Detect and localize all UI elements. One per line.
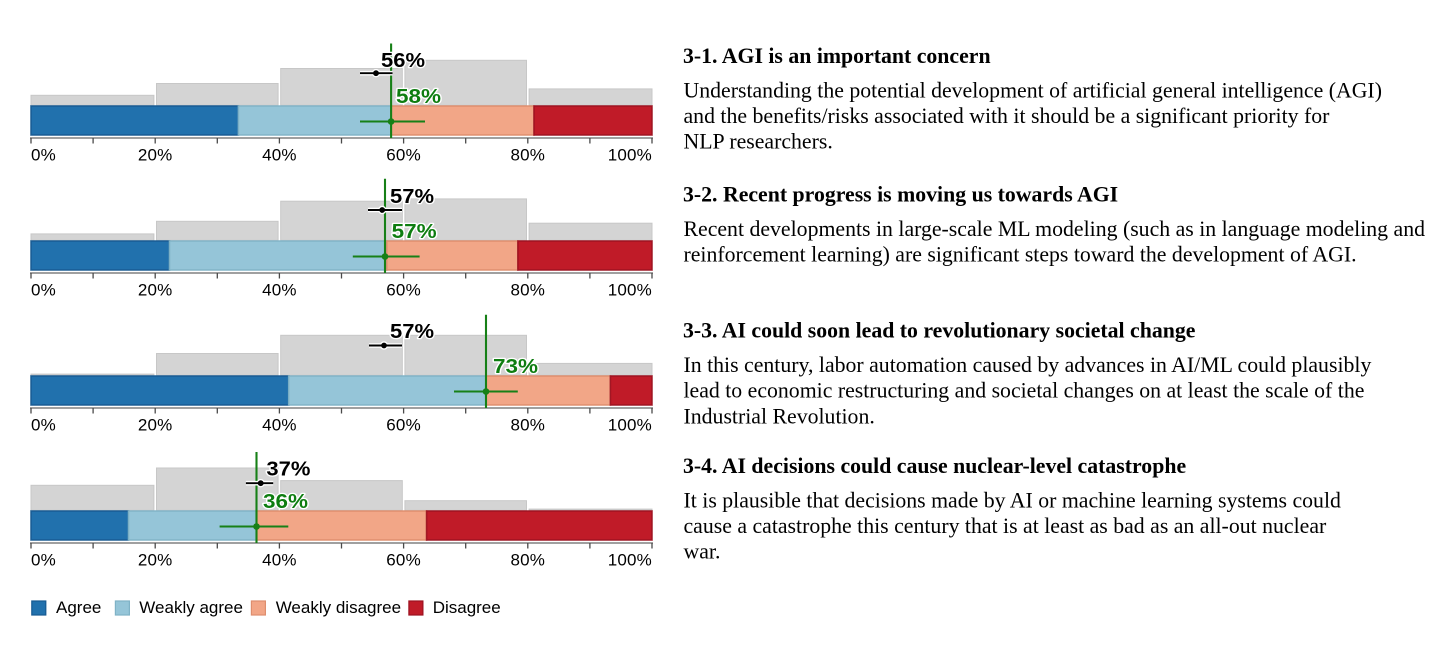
svg-text:100%: 100% bbox=[608, 281, 652, 300]
svg-text:Agree: Agree bbox=[56, 598, 101, 617]
svg-text:60%: 60% bbox=[386, 551, 421, 570]
svg-text:73%: 73% bbox=[493, 356, 538, 378]
svg-text:58%: 58% bbox=[396, 86, 441, 108]
svg-text:20%: 20% bbox=[138, 146, 173, 165]
svg-text:56%: 56% bbox=[381, 50, 425, 72]
svg-text:40%: 40% bbox=[262, 281, 297, 300]
svg-text:3-1. AGI is an important conce: 3-1. AGI is an important concern bbox=[683, 44, 991, 68]
svg-text:lead to economic restructuring: lead to economic restructuring and socie… bbox=[684, 379, 1365, 403]
svg-text:40%: 40% bbox=[262, 551, 297, 570]
svg-text:0%: 0% bbox=[31, 416, 56, 435]
svg-text:100%: 100% bbox=[608, 416, 652, 435]
svg-text:20%: 20% bbox=[138, 416, 173, 435]
svg-text:20%: 20% bbox=[138, 281, 173, 300]
svg-text:reinforcement learning) are si: reinforcement learning) are significant … bbox=[684, 243, 1357, 267]
svg-text:60%: 60% bbox=[386, 281, 421, 300]
svg-text:Weakly disagree: Weakly disagree bbox=[276, 598, 401, 617]
svg-text:80%: 80% bbox=[510, 551, 545, 570]
svg-text:Weakly agree: Weakly agree bbox=[139, 598, 243, 617]
svg-text:0%: 0% bbox=[31, 551, 56, 570]
svg-text:57%: 57% bbox=[390, 186, 434, 208]
svg-text:NLP researchers.: NLP researchers. bbox=[684, 130, 833, 154]
svg-text:3-3. AI could soon lead to rev: 3-3. AI could soon lead to revolutionary… bbox=[683, 319, 1196, 343]
svg-text:It is plausible that decisions: It is plausible that decisions made by A… bbox=[684, 488, 1341, 512]
svg-text:Industrial Revolution.: Industrial Revolution. bbox=[684, 404, 875, 428]
svg-text:Disagree: Disagree bbox=[433, 598, 501, 617]
svg-text:Recent developments in large-s: Recent developments in large-scale ML mo… bbox=[684, 217, 1426, 241]
svg-text:0%: 0% bbox=[31, 146, 56, 165]
svg-text:80%: 80% bbox=[510, 281, 545, 300]
svg-text:36%: 36% bbox=[263, 491, 308, 513]
svg-text:0%: 0% bbox=[31, 281, 56, 300]
svg-text:80%: 80% bbox=[510, 416, 545, 435]
svg-text:war.: war. bbox=[684, 540, 721, 564]
svg-text:40%: 40% bbox=[262, 146, 297, 165]
svg-text:cause a catastrophe this centu: cause a catastrophe this century that is… bbox=[684, 514, 1327, 538]
svg-text:60%: 60% bbox=[386, 146, 421, 165]
svg-text:100%: 100% bbox=[608, 146, 652, 165]
svg-text:100%: 100% bbox=[608, 551, 652, 570]
svg-text:60%: 60% bbox=[386, 416, 421, 435]
svg-text:20%: 20% bbox=[138, 551, 173, 570]
svg-text:57%: 57% bbox=[392, 221, 437, 243]
svg-text:Understanding the potential de: Understanding the potential development … bbox=[684, 78, 1382, 102]
svg-text:57%: 57% bbox=[390, 321, 434, 343]
svg-text:40%: 40% bbox=[262, 416, 297, 435]
svg-text:37%: 37% bbox=[266, 458, 310, 480]
svg-text:3-4. AI decisions could cause: 3-4. AI decisions could cause nuclear-le… bbox=[683, 454, 1186, 478]
svg-text:and the benefits/risks associa: and the benefits/risks associated with i… bbox=[684, 104, 1331, 128]
svg-text:3-2. Recent progress is moving: 3-2. Recent progress is moving us toward… bbox=[683, 183, 1118, 207]
svg-text:80%: 80% bbox=[510, 146, 545, 165]
svg-text:In this century, labor automat: In this century, labor automation caused… bbox=[684, 353, 1372, 377]
